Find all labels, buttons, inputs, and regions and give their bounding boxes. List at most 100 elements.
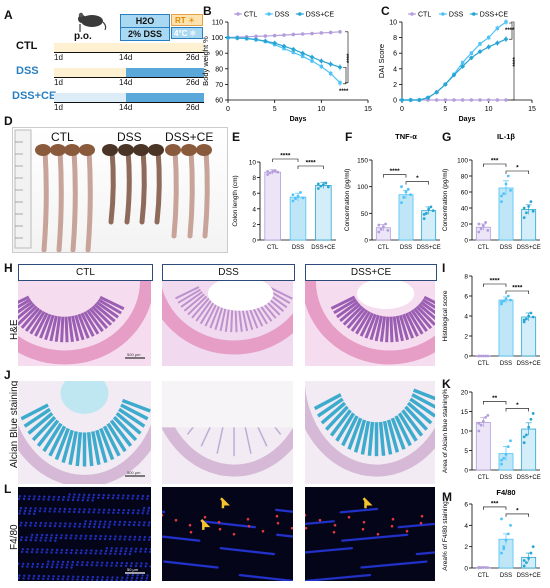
data-point — [527, 425, 531, 429]
significance-label: **** — [306, 160, 317, 167]
schematic-day-end-2: 26d — [186, 103, 200, 112]
schematic-panel: p.o. H2O 2% DSS RT ☀ 4°C ❄ CTL 1d 14d 26d DS… — [12, 6, 204, 112]
colon-specimen — [108, 147, 116, 225]
micrograph-ab-ctl: 500 μm — [18, 381, 151, 484]
series-point — [452, 98, 456, 102]
cecum — [102, 144, 118, 156]
sun-icon: ☀ — [187, 16, 196, 25]
colon-specimen — [187, 147, 195, 239]
series-point — [290, 46, 296, 52]
series-point — [310, 31, 314, 36]
y-tick-label: 90 — [215, 51, 223, 58]
x-tick-label: 0 — [226, 106, 230, 113]
y-axis-label: Colon length (cm) — [232, 175, 239, 226]
chart-il1b: IL-1β 0 20 40 60 80 100 Concentration (pg/ml) CT… — [442, 132, 541, 251]
data-point — [486, 354, 490, 358]
series-point — [319, 31, 324, 35]
x-tick-label: DSS — [500, 245, 512, 251]
data-point — [506, 532, 510, 536]
x-tick-label: CTL — [478, 475, 490, 481]
x-tick-label: CTL — [478, 245, 490, 251]
data-point — [427, 207, 431, 211]
data-point — [425, 211, 428, 215]
data-point — [500, 551, 503, 555]
schematic-timeline-2 — [54, 93, 204, 103]
data-point — [506, 174, 510, 178]
x-tick-label: DSS — [500, 361, 512, 367]
bar — [289, 196, 307, 241]
mouse-icon — [78, 12, 107, 32]
data-point — [481, 565, 485, 569]
data-point — [406, 187, 410, 191]
colon-specimen — [56, 147, 64, 253]
y-tick-label: 8 — [464, 274, 468, 281]
data-point — [484, 221, 487, 224]
series-point — [291, 32, 296, 37]
dss-box: 2% DSS — [120, 27, 170, 41]
data-point — [422, 213, 426, 216]
series-point — [300, 50, 306, 56]
arrow-icon — [220, 497, 230, 509]
x-axis-label: Days — [290, 116, 307, 123]
data-point — [291, 199, 295, 203]
chart-histology: 0 2 4 6 8 Histological score CTL DSS DSS+CE **** *… — [442, 274, 541, 368]
chart-title: IL-1β — [497, 132, 515, 141]
photo-label-dss: DSS — [117, 130, 142, 144]
chart-body-weight: 60 70 80 90 100 110 0 5 10 15 Days Body weight % CTL… — [201, 12, 372, 124]
schematic-group-1: DSS — [16, 65, 39, 77]
cecum — [133, 144, 149, 156]
route-label: p.o. — [74, 31, 92, 42]
micro-col-title-ctl: CTL — [18, 264, 153, 281]
y-tick-label: 0 — [464, 468, 468, 475]
data-point — [500, 194, 503, 198]
data-point — [502, 547, 506, 551]
series-point — [478, 98, 482, 102]
y-tick-label: 0 — [464, 566, 468, 573]
legend-label: DSS — [275, 12, 290, 19]
y-tick-label: 2 — [393, 82, 397, 89]
colon-photo-drawing — [14, 129, 212, 253]
series-point — [309, 54, 315, 60]
panel-letter-f: F — [345, 130, 353, 144]
schematic-day-start-0: 1d — [54, 53, 63, 62]
panel-letter-m: M — [442, 490, 452, 504]
series-point — [338, 81, 342, 85]
colon-specimen — [70, 147, 78, 253]
x-tick-label: 15 — [528, 106, 536, 113]
data-point — [509, 523, 512, 527]
bar — [264, 171, 281, 241]
data-point — [484, 566, 487, 569]
cecum — [50, 144, 66, 156]
schematic-day-mid-2: 14d — [119, 103, 133, 112]
data-point — [529, 311, 533, 315]
data-point — [531, 209, 535, 213]
data-point — [500, 302, 503, 306]
y-tick-label: 8 — [252, 175, 256, 182]
micrograph-ab-dssce — [305, 381, 435, 484]
colon-specimen — [154, 147, 162, 225]
scalebar-label: 50 μm — [127, 567, 139, 572]
legend-label: DSS — [449, 12, 464, 19]
data-point — [431, 209, 435, 213]
series-point — [310, 59, 314, 63]
y-tick-label: 6 — [464, 502, 468, 509]
series-point — [504, 98, 508, 102]
significance-label: **** — [490, 278, 501, 285]
colon-specimen — [124, 147, 132, 225]
x-tick-label: DSS+CE — [517, 245, 541, 251]
series-point — [272, 33, 277, 38]
series-point — [443, 98, 448, 102]
significance-label: *** — [491, 158, 499, 165]
data-point — [525, 561, 528, 565]
series-point — [486, 35, 491, 40]
photo-label-dssce: DSS+CE — [165, 130, 214, 144]
y-tick-label: 20 — [461, 390, 469, 397]
bar — [498, 299, 514, 357]
legend-marker — [267, 12, 271, 16]
panel-letter-i: I — [442, 261, 446, 275]
data-point — [531, 545, 535, 549]
x-tick-label: 10 — [485, 106, 493, 113]
data-point — [502, 456, 506, 460]
y-tick-label: 60 — [215, 98, 223, 105]
data-point — [266, 173, 270, 176]
